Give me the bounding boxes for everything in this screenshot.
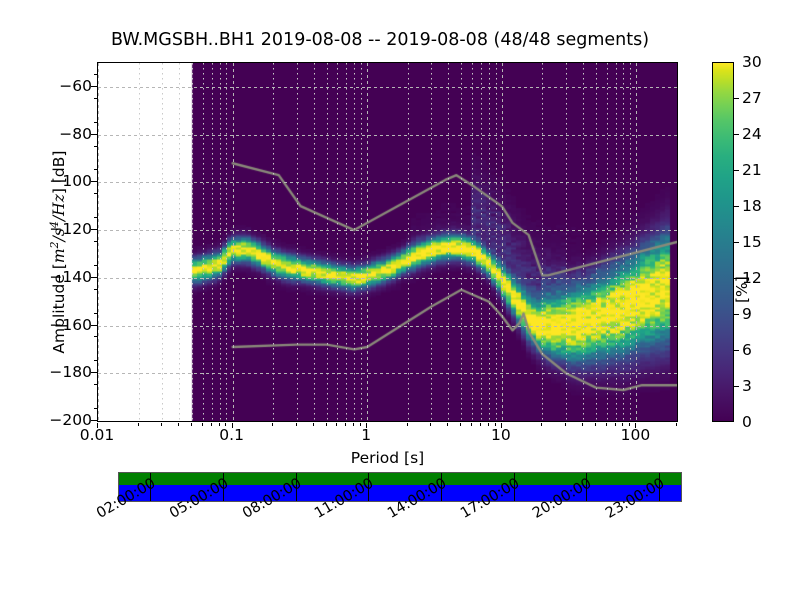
x-tick-mark [501, 423, 502, 428]
colorbar-tick-mark [734, 314, 739, 315]
x-tick-mark-minor [326, 423, 327, 426]
x-tick-mark-minor [353, 423, 354, 426]
x-tick-mark-minor [606, 423, 607, 426]
coverage-tick [586, 473, 587, 501]
colorbar-gradient [712, 62, 734, 422]
colorbar-tick-mark [734, 134, 739, 135]
x-tick-mark-minor [582, 423, 583, 426]
coverage-band-blue [119, 485, 681, 501]
x-tick-mark-minor [565, 423, 566, 426]
x-tick-label: 1 [361, 426, 372, 444]
colorbar-tick-mark [734, 278, 739, 279]
x-tick-mark-minor [495, 423, 496, 426]
x-tick-mark-minor [296, 423, 297, 426]
x-tick-mark-minor [676, 423, 677, 426]
coverage-tick [659, 473, 660, 501]
x-tick-mark-minor [447, 423, 448, 426]
y-tick-label: −200 [49, 411, 92, 429]
x-tick-mark-minor [622, 423, 623, 426]
x-tick-label: 0.01 [79, 426, 115, 444]
colorbar-tick-label: 27 [742, 89, 762, 107]
coverage-tick [296, 473, 297, 501]
x-tick-mark-minor [211, 423, 212, 426]
colorbar-tick-mark [734, 170, 739, 171]
x-tick-mark-minor [615, 423, 616, 426]
x-tick-mark-minor [595, 423, 596, 426]
plot-axes-area [97, 62, 678, 422]
coverage-tick [150, 473, 151, 501]
coverage-tick [514, 473, 515, 501]
colorbar-tick-mark [734, 350, 739, 351]
x-tick-mark-minor [313, 423, 314, 426]
coverage-tick [223, 473, 224, 501]
x-tick-mark-minor [360, 423, 361, 426]
colorbar: [%] 0 3 6 9 12 15 18 21 24 27 30 [712, 53, 762, 431]
x-tick-mark [635, 423, 636, 428]
colorbar-tick-label: 15 [742, 233, 762, 251]
colorbar-tick-mark [734, 206, 739, 207]
colorbar-tick-label: 18 [742, 197, 762, 215]
coverage-band-green [119, 473, 681, 485]
x-tick-mark-minor [629, 423, 630, 426]
x-tick-mark-minor [161, 423, 162, 426]
x-tick-mark-minor [541, 423, 542, 426]
x-tick-label: 100 [620, 426, 651, 444]
ppsd-heatmap [98, 63, 677, 421]
x-tick-mark-minor [488, 423, 489, 426]
y-tick-label: −60 [59, 76, 92, 95]
y-axis-label: Amplitude [m2/s4/Hz] [dB] [47, 150, 69, 354]
colorbar-tick-mark [734, 386, 739, 387]
x-tick-mark-minor [345, 423, 346, 426]
colorbar-tick-label: 21 [742, 161, 762, 179]
x-tick-mark-minor [219, 423, 220, 426]
x-tick-mark-minor [430, 423, 431, 426]
x-tick-mark [97, 423, 98, 428]
x-tick-mark-minor [480, 423, 481, 426]
colorbar-tick-label: 3 [742, 377, 752, 395]
colorbar-tick-mark [734, 242, 739, 243]
colorbar-tick-label: 30 [742, 53, 762, 71]
colorbar-tick-label: 6 [742, 341, 752, 359]
x-tick-mark-minor [407, 423, 408, 426]
coverage-tick [368, 473, 369, 501]
x-tick-mark-minor [460, 423, 461, 426]
colorbar-tick-mark [734, 98, 739, 99]
coverage-tick [441, 473, 442, 501]
x-tick-mark [366, 423, 367, 428]
colorbar-tick-label: 0 [742, 413, 752, 431]
x-tick-label: 10 [490, 426, 511, 444]
x-tick-mark-minor [336, 423, 337, 426]
x-tick-mark-minor [202, 423, 203, 426]
colorbar-tick-label: 9 [742, 305, 752, 323]
x-axis-label: Period [s] [350, 449, 425, 467]
x-tick-mark-minor [138, 423, 139, 426]
x-tick-mark-minor [178, 423, 179, 426]
time-coverage-bar[interactable] [118, 472, 682, 502]
x-tick-mark-minor [471, 423, 472, 426]
x-tick-mark-minor [191, 423, 192, 426]
x-tick-label: 0.1 [219, 426, 244, 444]
x-tick-mark-minor [272, 423, 273, 426]
colorbar-tick-label: 24 [742, 125, 762, 143]
colorbar-tick-label: 12 [742, 269, 762, 287]
x-tick-mark-minor [225, 423, 226, 426]
x-tick-mark [232, 423, 233, 428]
page-title: BW.MGSBH..BH1 2019-08-08 -- 2019-08-08 (… [110, 30, 650, 50]
